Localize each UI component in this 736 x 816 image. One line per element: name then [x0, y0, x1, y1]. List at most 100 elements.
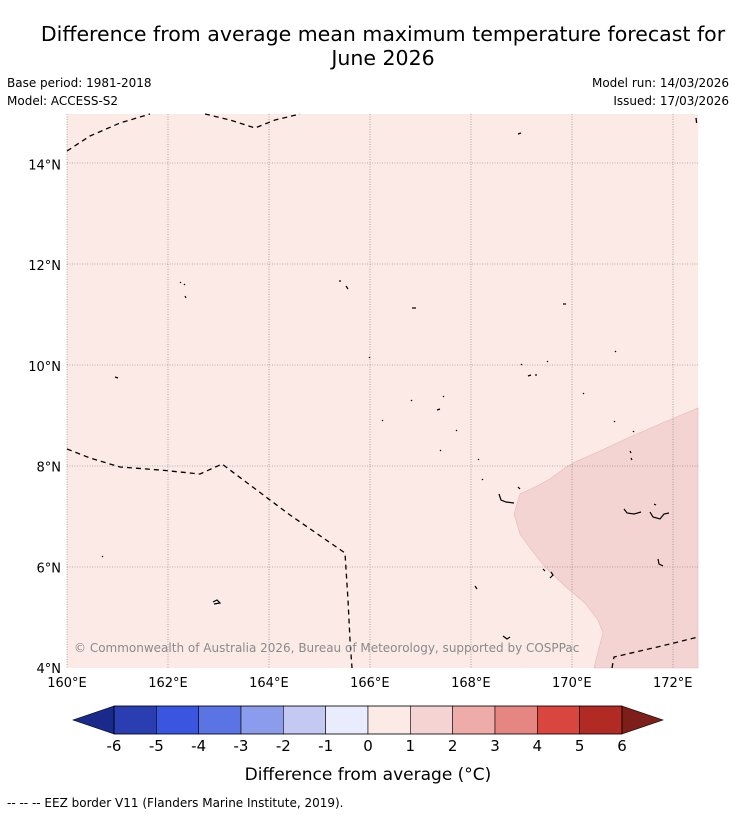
forecast-map-figure: 160°E 162°E 164°E 166°E 168°E 170°E 172°E 4°N 6…: [28, 113, 699, 785]
colorbar-cell: [325, 705, 369, 735]
island: [649, 511, 670, 520]
island: [368, 356, 371, 359]
eez-border-southeast: [611, 636, 699, 669]
colorbar-tick-label: 1: [406, 737, 416, 755]
colorbar-tick-label: 3: [490, 737, 500, 755]
island: [410, 399, 413, 402]
colorbar-cell: [537, 705, 580, 735]
colorbar-cell: [410, 705, 453, 735]
colorbar-tick-label: 5: [575, 737, 585, 755]
island: [614, 350, 617, 353]
longitude-labels: 160°E 162°E 164°E 166°E 168°E 170°E 172°E: [47, 676, 692, 691]
gridlines: [66, 114, 698, 668]
colorbar-cell: [156, 705, 199, 735]
lon-tick-label: 172°E: [653, 676, 693, 691]
island: [101, 555, 104, 558]
copyright-notice: © Commonwealth of Australia 2026, Bureau…: [74, 641, 579, 655]
island: [542, 568, 546, 572]
colorbar-tick-label: 0: [363, 737, 373, 755]
colorbar-tick-label: -2: [276, 737, 291, 755]
island: [517, 132, 522, 135]
island: [623, 508, 642, 515]
colorbar-cell: [283, 705, 326, 735]
eez-legend: -- -- -- EEZ border V11 (Flanders Marine…: [7, 796, 344, 810]
title-line-2: June 2026: [331, 46, 435, 70]
island: [502, 635, 511, 640]
island: [212, 599, 222, 605]
title-line-1: Difference from average mean maximum tem…: [40, 22, 726, 46]
island: [474, 585, 478, 590]
map-title: Difference from average mean maximum tem…: [30, 22, 736, 70]
island: [657, 558, 664, 567]
lon-tick-label: 168°E: [451, 676, 491, 691]
latitude-labels: 4°N 6°N 8°N 10°N 12°N 14°N: [28, 158, 61, 677]
island: [381, 419, 384, 422]
colorbar: -6 -5 -4 -3 -2 -1 0 1 2 3 4 5 6 Difference from aver…: [72, 705, 664, 785]
base-period: Base period: 1981-2018: [7, 76, 152, 90]
colorbar-cell: [579, 705, 623, 735]
lat-tick-label: 12°N: [28, 259, 61, 274]
island: [549, 571, 554, 579]
colorbar-cell: [494, 705, 538, 735]
lon-tick-label: 164°E: [249, 676, 289, 691]
lat-tick-label: 4°N: [37, 662, 62, 677]
colorbar-tick-label: -1: [318, 737, 333, 755]
lon-tick-label: 160°E: [47, 676, 87, 691]
lat-tick-label: 6°N: [37, 561, 62, 576]
lon-tick-label: 162°E: [148, 676, 188, 691]
islands: [101, 132, 670, 640]
island: [481, 478, 484, 481]
warm-anomaly-region: [513, 407, 699, 669]
island: [114, 376, 119, 379]
eez-border-north: [66, 113, 151, 152]
island: [520, 363, 523, 366]
colorbar-tick-label: -4: [191, 737, 206, 755]
model-name: Model: ACCESS-S2: [7, 94, 119, 108]
issued-date: Issued: 17/03/2026: [613, 94, 729, 108]
island: [613, 420, 616, 423]
meta-left: Base period: 1981-2018 Model: ACCESS-S2: [7, 74, 152, 110]
colorbar-tick-label: -5: [149, 737, 164, 755]
island: [183, 283, 186, 286]
colorbar-cell: [113, 705, 157, 735]
island: [546, 360, 549, 363]
model-run: Model run: 14/03/2026: [591, 76, 729, 90]
island: [184, 295, 187, 299]
colorbar-above-arrow: [621, 705, 664, 735]
eez-border-north-2: [204, 113, 301, 129]
lon-tick-label: 166°E: [350, 676, 390, 691]
island: [630, 457, 633, 461]
island: [179, 281, 182, 284]
colorbar-cell: [240, 705, 284, 735]
colorbar-tick-label: -3: [234, 737, 249, 755]
colorbar-tick-label: 6: [617, 737, 627, 755]
colorbar-tick-label: 4: [533, 737, 543, 755]
island: [455, 429, 458, 432]
colorbar-tick-label: 2: [448, 737, 458, 755]
island: [527, 374, 532, 377]
island: [582, 392, 585, 395]
lat-tick-label: 14°N: [28, 158, 61, 173]
island: [477, 458, 480, 461]
island: [439, 449, 442, 452]
colorbar-label: Difference from average (°C): [245, 765, 492, 785]
island: [517, 486, 521, 490]
colorbar-below-arrow: [72, 705, 115, 735]
island: [442, 395, 445, 398]
island: [629, 450, 632, 454]
eez-borders: [66, 113, 699, 669]
lon-tick-label: 170°E: [552, 676, 592, 691]
meta-right: Model run: 14/03/2026 Issued: 17/03/2026: [592, 74, 729, 110]
lat-tick-label: 8°N: [37, 461, 62, 476]
eez-border-ne-stub: [695, 117, 698, 127]
colorbar-frame: [113, 705, 623, 735]
island: [436, 408, 441, 411]
island: [498, 493, 515, 504]
lat-tick-label: 10°N: [28, 360, 61, 375]
colorbar-cell: [198, 705, 242, 735]
island: [632, 430, 635, 433]
colorbar-tick-label: -6: [107, 737, 122, 755]
island: [345, 285, 349, 290]
colorbar-cell: [367, 705, 411, 735]
colorbar-cell: [452, 705, 496, 735]
